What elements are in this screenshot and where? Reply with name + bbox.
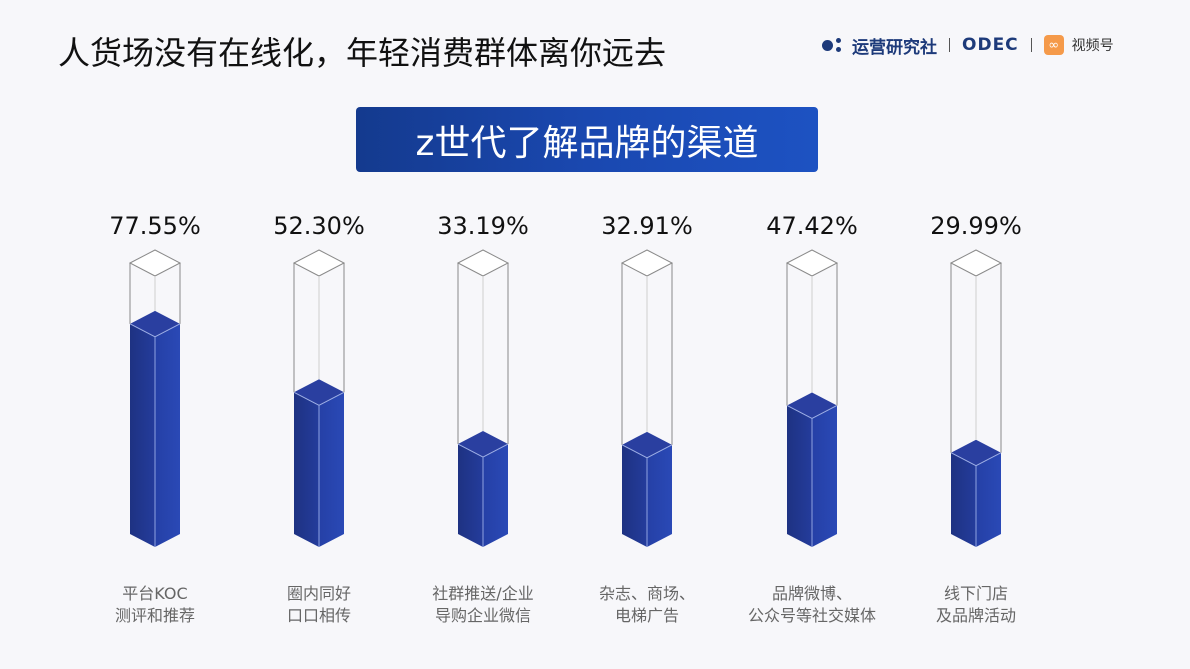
category-label: 平台KOC 测评和推荐: [114, 584, 195, 625]
chart-title-banner: z世代了解品牌的渠道: [356, 107, 818, 172]
category-label: 品牌微博、 公众号等社交媒体: [747, 584, 876, 625]
category-label: 社群推送/企业 导购企业微信: [432, 584, 534, 625]
value-label: 47.42%: [766, 212, 858, 240]
category-label: 杂志、商场、 电梯广告: [598, 584, 695, 625]
value-label: 32.91%: [601, 212, 693, 240]
value-label: 52.30%: [273, 212, 365, 240]
value-label: 77.55%: [109, 212, 201, 240]
page-title: 人货场没有在线化，年轻消费群体离你远去: [58, 34, 667, 72]
partner-logo: ODEC: [962, 35, 1019, 55]
bar-column: [620, 249, 674, 547]
bar-column: [949, 249, 1003, 547]
bar-column: [128, 249, 182, 547]
brand-bar: 运营研究社 ODEC ∞ 视频号: [822, 30, 1114, 60]
video-channel-icon: ∞: [1043, 35, 1064, 55]
value-label: 33.19%: [437, 212, 529, 240]
bar-column: [456, 249, 510, 547]
video-channel-label: 视频号: [1071, 38, 1114, 54]
divider: [1030, 38, 1032, 52]
brand-name: 运营研究社: [852, 37, 937, 58]
category-label: 线下门店 及品牌活动: [935, 584, 1016, 625]
yunying-logo-icon: [822, 36, 844, 54]
value-label: 29.99%: [930, 212, 1022, 240]
bar-column: [292, 249, 346, 547]
category-label: 圈内同好 口口相传: [286, 584, 351, 625]
bar-column: [785, 249, 839, 547]
divider: [949, 38, 950, 52]
